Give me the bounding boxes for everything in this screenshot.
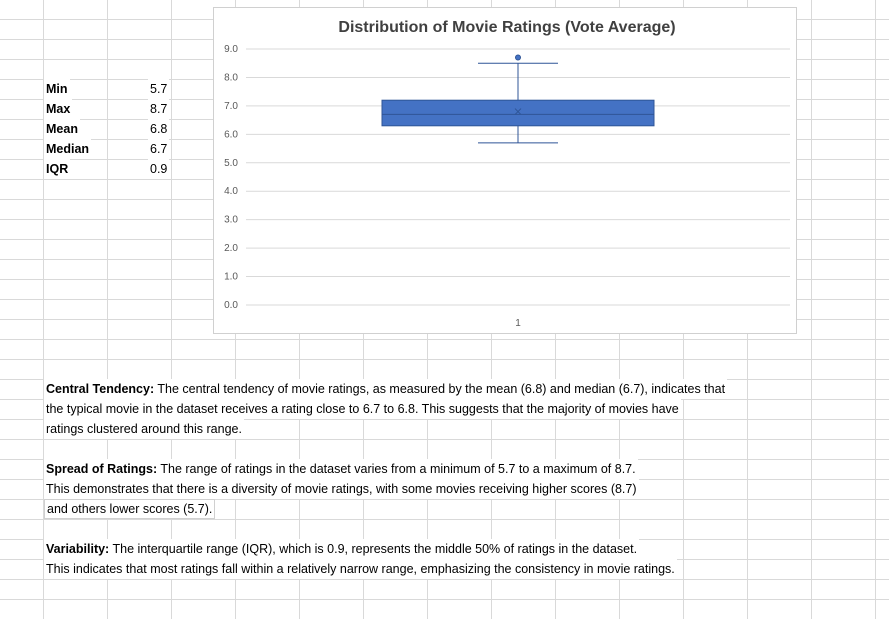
box-plot-chart[interactable]: Distribution of Movie Ratings (Vote Aver… (213, 7, 797, 334)
variability-heading: Variability: (46, 542, 110, 556)
y-axis-tick-label: 5.0 (224, 158, 238, 169)
interquartile-box (381, 99, 655, 127)
x-axis-tick-label: 1 (515, 318, 521, 329)
stat-label-min[interactable]: Min (44, 79, 70, 99)
stat-value-mean[interactable]: 6.8 (148, 119, 170, 139)
central-tendency-line-2: the typical movie in the dataset receive… (44, 399, 681, 419)
mean-marker (514, 108, 522, 115)
variability-text: The interquartile range (IQR), which is … (109, 542, 638, 556)
stat-label-max[interactable]: Max (44, 99, 73, 119)
central-tendency-line-3: ratings clustered around this range. (44, 419, 244, 439)
stat-label-median[interactable]: Median (44, 139, 92, 159)
central-tendency-text: The central tendency of movie ratings, a… (154, 382, 726, 396)
stat-value-min[interactable]: 5.7 (148, 79, 170, 99)
stat-label-iqr[interactable]: IQR (44, 159, 71, 179)
text-line: Variability: The interquartile range (IQ… (44, 539, 640, 559)
spread-heading: Spread of Ratings: (46, 462, 158, 476)
y-axis-tick-label: 1.0 (224, 272, 238, 283)
spread-line-3: and others lower scores (5.7). (44, 499, 216, 519)
central-tendency-paragraph[interactable]: Central Tendency: The central tendency o… (44, 379, 728, 439)
stat-value-median[interactable]: 6.7 (148, 139, 170, 159)
central-tendency-heading: Central Tendency: (46, 382, 155, 396)
y-axis-tick-label: 3.0 (224, 215, 238, 226)
y-axis-tick-label: 7.0 (224, 101, 238, 112)
text-line: Central Tendency: The central tendency o… (44, 379, 728, 399)
variability-paragraph[interactable]: Variability: The interquartile range (IQ… (44, 539, 677, 579)
chart-title: Distribution of Movie Ratings (Vote Aver… (338, 19, 675, 36)
y-axis-tick-label: 6.0 (224, 129, 238, 140)
spread-line-2: This demonstrates that there is a divers… (44, 479, 639, 499)
y-axis-tick-label: 4.0 (224, 186, 238, 197)
variability-line-2: This indicates that most ratings fall wi… (44, 559, 677, 579)
stat-value-iqr[interactable]: 0.9 (148, 159, 170, 179)
stat-label-mean[interactable]: Mean (44, 119, 80, 139)
spread-paragraph[interactable]: Spread of Ratings: The range of ratings … (44, 459, 639, 519)
stat-value-max[interactable]: 8.7 (148, 99, 170, 119)
spread-text: The range of ratings in the dataset vari… (157, 462, 636, 476)
y-axis-tick-label: 0.0 (224, 300, 238, 311)
y-axis-tick-label: 8.0 (224, 72, 238, 83)
y-axis-tick-label: 9.0 (224, 44, 238, 55)
y-axis-tick-label: 2.0 (224, 243, 238, 254)
chart-canvas: Distribution of Movie Ratings (Vote Aver… (224, 19, 790, 329)
text-line: Spread of Ratings: The range of ratings … (44, 459, 638, 479)
y-axis-ticks: 0.0 1.0 2.0 3.0 4.0 5.0 6.0 7.0 8.0 9.0 (224, 44, 238, 311)
outlier-point (515, 54, 521, 61)
box-plot-series[interactable] (381, 54, 655, 144)
